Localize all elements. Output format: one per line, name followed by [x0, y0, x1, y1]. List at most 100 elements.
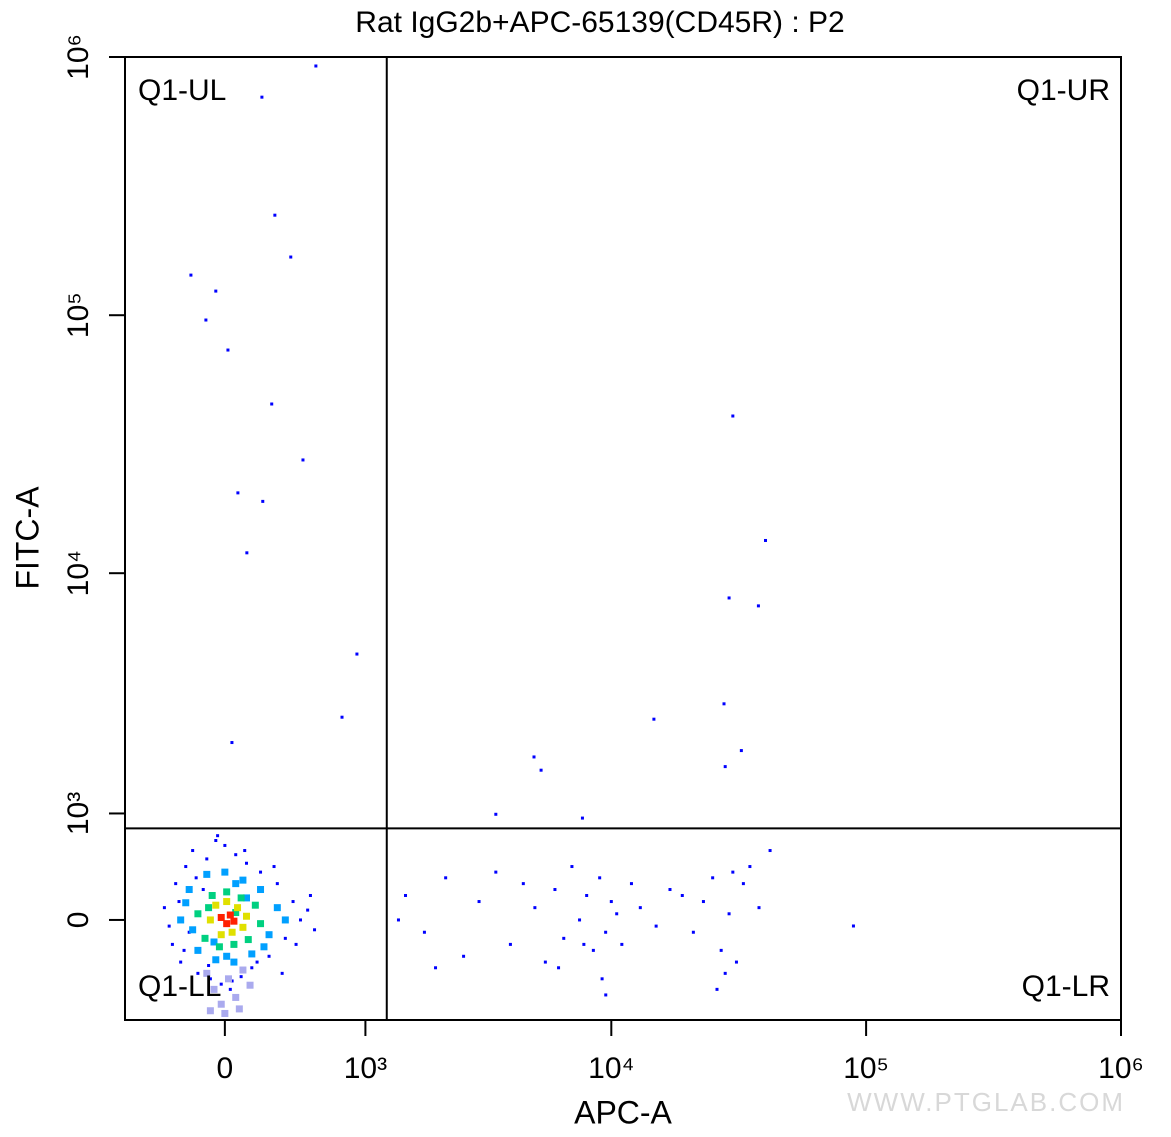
event-dot	[444, 876, 448, 880]
event-dot	[294, 942, 298, 946]
event-dot	[580, 816, 584, 820]
event-dot	[570, 865, 574, 869]
event-dot	[727, 596, 731, 600]
quadrant-label: Q1-UL	[138, 74, 226, 107]
event-dot	[301, 458, 305, 462]
event-dot	[228, 987, 232, 991]
event-dot	[245, 551, 249, 555]
event-dot	[275, 882, 279, 886]
event-dot	[203, 969, 211, 977]
event-dot	[260, 943, 268, 951]
event-dot	[280, 971, 284, 975]
event-dot	[201, 888, 205, 892]
event-dot	[232, 909, 240, 917]
event-dot	[239, 923, 247, 931]
event-dot	[204, 318, 208, 322]
event-dot	[210, 938, 218, 946]
event-dot	[620, 942, 624, 946]
event-dot	[223, 888, 231, 896]
event-dot	[604, 993, 608, 997]
y-tick-label: 0	[62, 912, 95, 929]
event-dot	[422, 930, 426, 934]
event-dot	[748, 865, 752, 869]
quadrant-label: Q1-LR	[1022, 970, 1110, 1003]
event-dot	[723, 765, 727, 769]
event-dot	[756, 604, 760, 608]
event-dot	[217, 931, 225, 939]
event-dot	[242, 912, 250, 920]
event-dot	[741, 882, 745, 886]
event-dot	[260, 95, 264, 99]
event-dot	[184, 865, 188, 869]
event-dot	[257, 920, 265, 928]
event-dot	[259, 870, 263, 874]
event-dot	[226, 348, 230, 352]
event-dot	[722, 702, 726, 706]
event-dot	[239, 876, 247, 884]
event-dot	[205, 904, 213, 912]
event-dot	[234, 904, 242, 912]
event-dot	[250, 966, 254, 970]
event-dot	[553, 888, 557, 892]
event-dot	[281, 916, 289, 924]
event-dot	[668, 888, 672, 892]
event-dot	[196, 971, 200, 975]
quadrant-label: Q1-LL	[138, 970, 221, 1003]
event-dot	[313, 928, 317, 932]
x-tick-label: 0	[217, 1052, 234, 1085]
event-dot	[731, 414, 735, 418]
event-dot	[235, 1005, 243, 1013]
event-dot	[654, 924, 658, 928]
event-dot	[532, 755, 536, 759]
event-dot	[230, 979, 234, 983]
event-dot	[719, 948, 723, 952]
event-dot	[723, 971, 727, 975]
event-dot	[239, 975, 243, 979]
event-dot	[340, 715, 344, 719]
event-dot	[223, 920, 231, 928]
x-tick-label: 10⁵	[843, 1052, 889, 1085]
event-dot	[203, 870, 211, 878]
event-dot	[179, 960, 183, 964]
y-axis-label: FITC-A	[9, 486, 45, 590]
event-dot	[230, 917, 238, 925]
event-dot	[404, 893, 408, 897]
event-dot	[273, 904, 281, 912]
event-dot	[223, 898, 231, 906]
event-dot	[680, 893, 684, 897]
event-dot	[851, 924, 855, 928]
event-dot	[533, 906, 537, 910]
event-dot	[215, 943, 223, 951]
event-dot	[591, 948, 595, 952]
event-dot	[182, 948, 186, 952]
event-dot	[652, 717, 656, 721]
event-dot	[194, 876, 198, 880]
event-dot	[600, 977, 604, 981]
event-dot	[232, 993, 240, 1001]
event-dot	[273, 213, 277, 217]
event-dot	[242, 894, 250, 902]
event-dot	[727, 912, 731, 916]
event-dot	[314, 64, 318, 68]
event-dot	[494, 870, 498, 874]
event-dot	[189, 273, 193, 277]
event-dot	[191, 849, 195, 853]
event-dot	[299, 918, 303, 922]
event-dot	[246, 981, 254, 989]
event-dot	[251, 901, 259, 909]
event-dot	[185, 886, 193, 894]
event-dot	[205, 857, 209, 861]
event-dot	[232, 880, 240, 888]
event-dot	[757, 906, 761, 910]
event-dot	[434, 966, 438, 970]
chart-title: Rat IgG2b+APC-65139(CD45R) : P2	[355, 6, 844, 39]
event-dot	[212, 956, 220, 964]
event-dot	[243, 849, 247, 853]
event-dot	[217, 1000, 225, 1008]
x-tick-label: 10⁶	[1098, 1052, 1144, 1085]
event-dot	[162, 906, 166, 910]
event-dot	[638, 906, 642, 910]
event-dot	[182, 899, 190, 907]
event-dot	[701, 900, 705, 904]
x-tick-label: 10³	[344, 1052, 387, 1085]
